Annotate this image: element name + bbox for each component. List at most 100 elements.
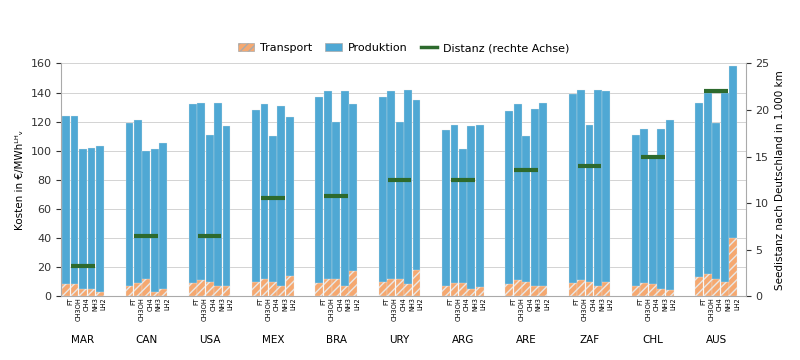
- Bar: [222, 126, 230, 286]
- Bar: [649, 157, 657, 284]
- Bar: [70, 284, 78, 296]
- Bar: [315, 97, 323, 283]
- Bar: [378, 97, 386, 282]
- Bar: [704, 274, 712, 296]
- Bar: [594, 90, 602, 286]
- Bar: [126, 286, 134, 296]
- Bar: [222, 286, 230, 296]
- Bar: [387, 279, 395, 296]
- Bar: [378, 282, 386, 296]
- Bar: [467, 289, 475, 296]
- Bar: [96, 147, 104, 292]
- Bar: [341, 91, 349, 286]
- Bar: [459, 283, 467, 296]
- Bar: [729, 66, 737, 238]
- Bar: [87, 289, 95, 296]
- Bar: [704, 93, 712, 274]
- Bar: [695, 103, 703, 277]
- Bar: [729, 238, 737, 296]
- Bar: [721, 93, 729, 282]
- Bar: [134, 120, 142, 283]
- Bar: [450, 283, 458, 296]
- Bar: [413, 270, 420, 296]
- Bar: [396, 279, 403, 296]
- Distanz (rechte Achse): [90, 264, 100, 269]
- Bar: [79, 149, 87, 289]
- Bar: [413, 100, 420, 270]
- Bar: [206, 135, 214, 282]
- Bar: [214, 103, 222, 286]
- Bar: [586, 125, 594, 282]
- Bar: [252, 282, 260, 296]
- Bar: [286, 276, 294, 296]
- Bar: [142, 279, 150, 296]
- Bar: [261, 104, 269, 279]
- Bar: [404, 284, 412, 296]
- Bar: [404, 90, 412, 284]
- Bar: [539, 103, 547, 286]
- Bar: [252, 110, 260, 282]
- Bar: [522, 282, 530, 296]
- Bar: [269, 282, 277, 296]
- Bar: [506, 284, 514, 296]
- Bar: [189, 283, 197, 296]
- Bar: [79, 289, 87, 296]
- Bar: [594, 286, 602, 296]
- Bar: [514, 104, 522, 280]
- Bar: [450, 125, 458, 283]
- Bar: [649, 284, 657, 296]
- Bar: [341, 286, 349, 296]
- Bar: [278, 105, 286, 286]
- Bar: [658, 129, 666, 289]
- Bar: [159, 289, 167, 296]
- Bar: [632, 286, 640, 296]
- Bar: [658, 289, 666, 296]
- Bar: [189, 104, 197, 283]
- Bar: [586, 282, 594, 296]
- Bar: [666, 290, 674, 296]
- Bar: [666, 120, 674, 290]
- Bar: [198, 103, 205, 280]
- Bar: [569, 94, 577, 283]
- Bar: [96, 292, 104, 296]
- Bar: [332, 122, 340, 279]
- Bar: [151, 149, 158, 292]
- Bar: [350, 104, 357, 271]
- Distanz (rechte Achse): [66, 264, 76, 269]
- Y-axis label: Seedistanz nach Deutschland in 1.000 km: Seedistanz nach Deutschland in 1.000 km: [775, 70, 785, 290]
- Bar: [442, 130, 450, 286]
- Bar: [476, 287, 484, 296]
- Bar: [522, 136, 530, 282]
- Bar: [396, 122, 403, 279]
- Bar: [442, 286, 450, 296]
- Bar: [87, 148, 95, 289]
- Bar: [569, 283, 577, 296]
- Bar: [632, 135, 640, 286]
- Bar: [712, 279, 720, 296]
- Bar: [286, 117, 294, 276]
- Bar: [70, 116, 78, 284]
- Bar: [577, 280, 585, 296]
- Bar: [198, 280, 205, 296]
- Bar: [506, 112, 514, 284]
- Legend: Transport, Produktion, Distanz (rechte Achse): Transport, Produktion, Distanz (rechte A…: [234, 39, 574, 58]
- Bar: [269, 136, 277, 282]
- Bar: [278, 286, 286, 296]
- Bar: [151, 292, 158, 296]
- Bar: [62, 284, 70, 296]
- Bar: [695, 277, 703, 296]
- Bar: [721, 282, 729, 296]
- Bar: [641, 129, 648, 283]
- Bar: [350, 271, 357, 296]
- Bar: [126, 123, 134, 286]
- Bar: [324, 279, 332, 296]
- Bar: [514, 280, 522, 296]
- Bar: [62, 116, 70, 284]
- Bar: [332, 279, 340, 296]
- Bar: [530, 286, 538, 296]
- Y-axis label: Kosten in €/MWhᴸᴴᵥ: Kosten in €/MWhᴸᴴᵥ: [15, 130, 25, 230]
- Bar: [712, 123, 720, 279]
- Bar: [530, 109, 538, 286]
- Bar: [261, 279, 269, 296]
- Bar: [467, 126, 475, 289]
